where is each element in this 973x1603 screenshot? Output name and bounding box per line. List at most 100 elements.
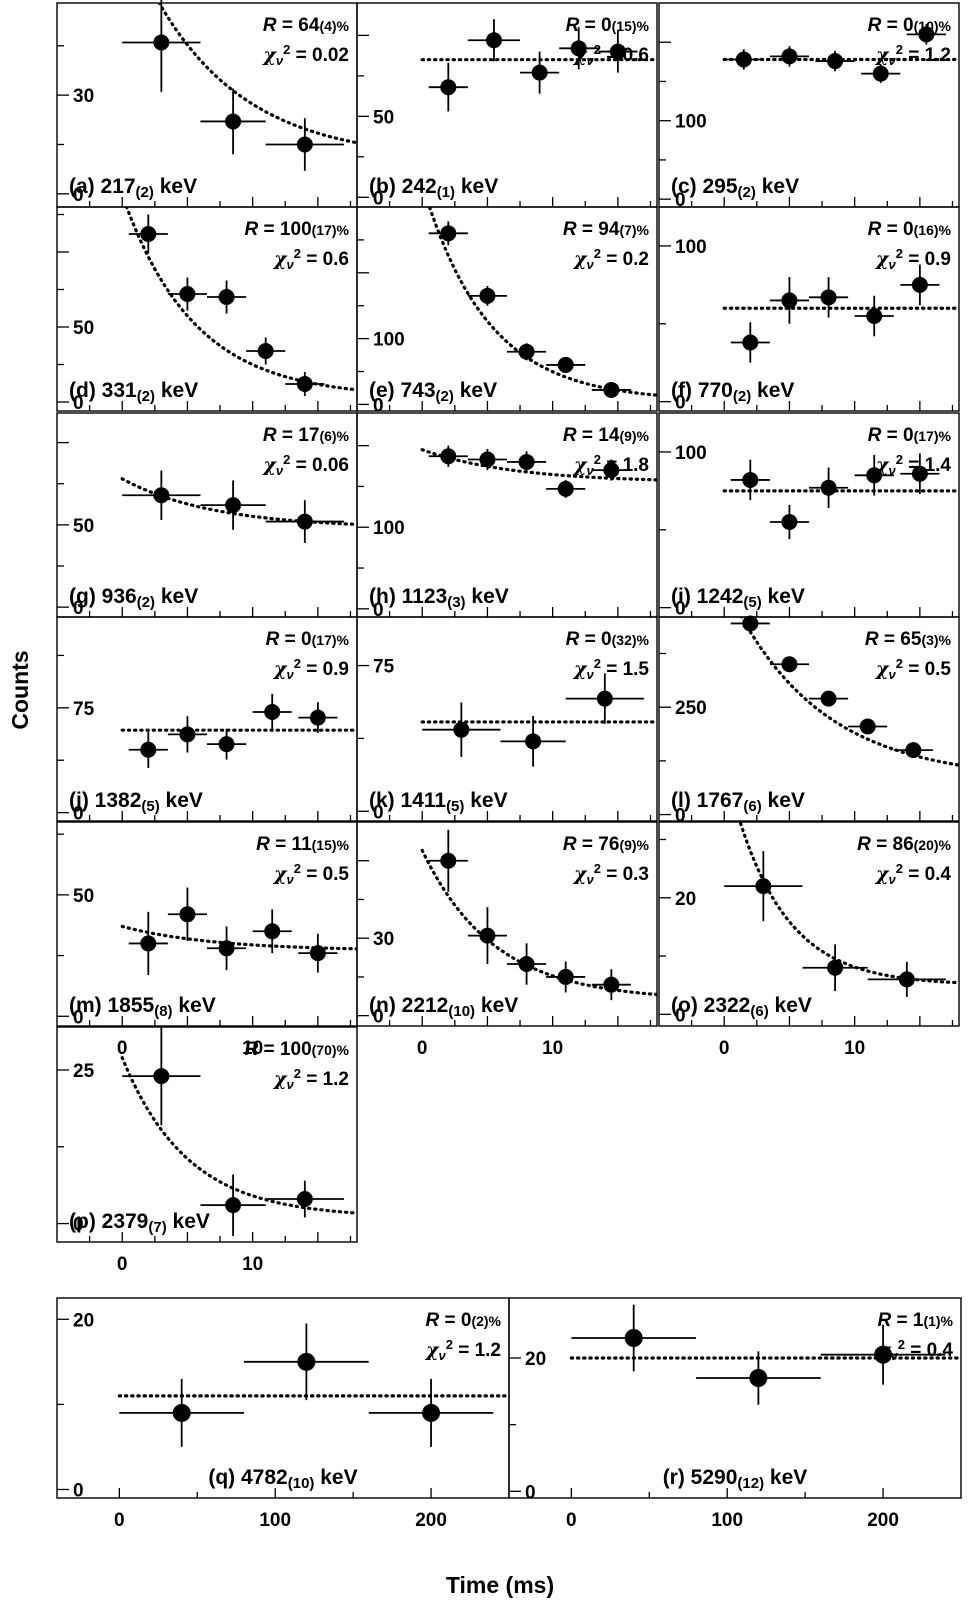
energy-unit: keV <box>154 175 197 198</box>
chi-subscript: ν <box>888 257 896 272</box>
r-number: = 100 <box>258 219 311 240</box>
y-tick-label: 100 <box>675 443 707 464</box>
y-tick-label: 0 <box>73 1480 84 1501</box>
chi-number: = 0.4 <box>903 864 951 885</box>
data-point <box>735 51 752 68</box>
r-uncertainty: (1)% <box>923 1313 953 1329</box>
data-point <box>264 923 281 940</box>
r-number: = 0 <box>279 629 311 650</box>
data-point <box>153 1068 170 1085</box>
data-point <box>820 690 837 707</box>
chi-symbol: χ <box>874 863 890 885</box>
y-tick-label: 75 <box>373 657 395 678</box>
panel-m: 0 50 0 10 (m) 1855(8) keV R = 11(15)% χν2 = 0.… <box>56 821 358 1059</box>
data-point <box>257 343 274 359</box>
r-uncertainty: (17)% <box>312 632 350 648</box>
data-point <box>297 1352 316 1371</box>
data-point <box>603 462 620 479</box>
data-point <box>603 381 620 398</box>
chi-number: = 1.2 <box>903 45 951 66</box>
chi-symbol: χ <box>876 1339 892 1361</box>
data-point <box>153 487 170 504</box>
chi-superscript: 2 <box>896 42 903 57</box>
chi2-value: χν2 = 1.2 <box>874 42 951 68</box>
x-tick-label: 10 <box>542 1038 563 1059</box>
chi-subscript: ν <box>890 1348 898 1363</box>
panel-label: (l) 1767(6) keV <box>671 789 805 815</box>
r-uncertainty: (15)% <box>612 18 650 34</box>
energy-unit: keV <box>314 1466 357 1489</box>
y-tick-label: 0 <box>675 190 686 211</box>
data-point <box>918 26 935 43</box>
energy-unit: keV <box>751 379 794 402</box>
y-tick-label: 50 <box>373 107 394 128</box>
chi-symbol: χ <box>261 44 277 66</box>
data-point <box>781 656 798 673</box>
panel-letter: (q) 4782 <box>208 1466 287 1489</box>
chi-subscript: ν <box>586 463 594 478</box>
chi-number: = 1.5 <box>601 659 649 680</box>
r-symbol: R <box>865 629 879 650</box>
r-uncertainty: (20)% <box>914 837 952 853</box>
chi-superscript: 2 <box>294 656 301 671</box>
y-tick-label: 0 <box>373 600 384 621</box>
r-number: = 86 <box>871 834 914 855</box>
panel-label: (m) 1855(8) keV <box>69 994 216 1020</box>
chi-number: = 0.5 <box>301 864 349 885</box>
chi2-value: χν2 = 1.2 <box>424 1337 501 1363</box>
y-tick-label: 50 <box>73 318 94 339</box>
energy-uncertainty: (10) <box>288 1475 315 1492</box>
energy-uncertainty: (3) <box>447 594 465 611</box>
chi-superscript: 2 <box>594 246 601 261</box>
chi-superscript: 2 <box>294 1066 301 1081</box>
chi-subscript: ν <box>888 53 896 68</box>
panel-label: (h) 1123(3) keV <box>369 585 509 611</box>
data-point <box>557 356 574 373</box>
chi-subscript: ν <box>286 257 294 272</box>
y-tick-label: 100 <box>373 330 405 351</box>
r-value: R = 0(16)% <box>868 219 952 240</box>
panel-e: 0 100 (e) 743(2) keV R = 94(7)% χν2 = 0.2 <box>356 206 658 416</box>
panel-b: 0 50 (b) 242(1) keV R = 0(15)% χν2 = 0.6 <box>356 2 658 209</box>
data-point <box>742 334 759 351</box>
r-uncertainty: (6)% <box>319 428 349 444</box>
y-tick-label: 25 <box>73 1061 95 1082</box>
data-point <box>866 308 883 325</box>
chi2-value: χν2 = 0.9 <box>272 656 349 682</box>
panel-l: 0 250 (l) 1767(6) keV R = 65(3)% χν2 = 0.5 <box>658 615 960 827</box>
data-point <box>296 136 313 153</box>
panel-label: (f) 770(2) keV <box>671 379 794 405</box>
panel-frame <box>356 821 658 1027</box>
panel-o: 0 20 0 10 (o) 2322(6) keV R = 86(20)% χν2 = 0.… <box>658 821 960 1059</box>
energy-unit: keV <box>466 585 509 608</box>
data-point <box>781 292 798 309</box>
energy-uncertainty: (6) <box>750 1003 768 1020</box>
r-value: R = 76(9)% <box>563 834 650 855</box>
energy-unit: keV <box>454 379 497 402</box>
chi-symbol: χ <box>272 1068 288 1090</box>
r-symbol: R <box>266 629 280 650</box>
data-point <box>218 940 235 957</box>
r-symbol: R <box>857 834 871 855</box>
y-tick-label: 30 <box>73 86 94 107</box>
chi-symbol: χ <box>874 248 890 270</box>
panel-letter: (h) 1123 <box>369 585 447 608</box>
data-point <box>140 741 157 758</box>
panel-letter: (d) 331 <box>69 379 137 402</box>
r-symbol: R <box>868 219 882 240</box>
x-tick-label: 200 <box>415 1510 447 1531</box>
data-point <box>225 497 242 514</box>
data-point <box>440 225 457 242</box>
y-tick-label: 50 <box>73 516 94 537</box>
data-point <box>296 513 313 530</box>
data-point <box>557 968 574 985</box>
r-value: R = 0(10)% <box>868 15 952 36</box>
y-tick-label: 100 <box>373 518 405 539</box>
chi-number: = 0.6 <box>601 45 649 66</box>
r-uncertainty: (17)% <box>914 428 952 444</box>
data-point <box>309 945 326 962</box>
y-tick-label: 0 <box>373 395 384 416</box>
panel-frame <box>356 616 658 822</box>
